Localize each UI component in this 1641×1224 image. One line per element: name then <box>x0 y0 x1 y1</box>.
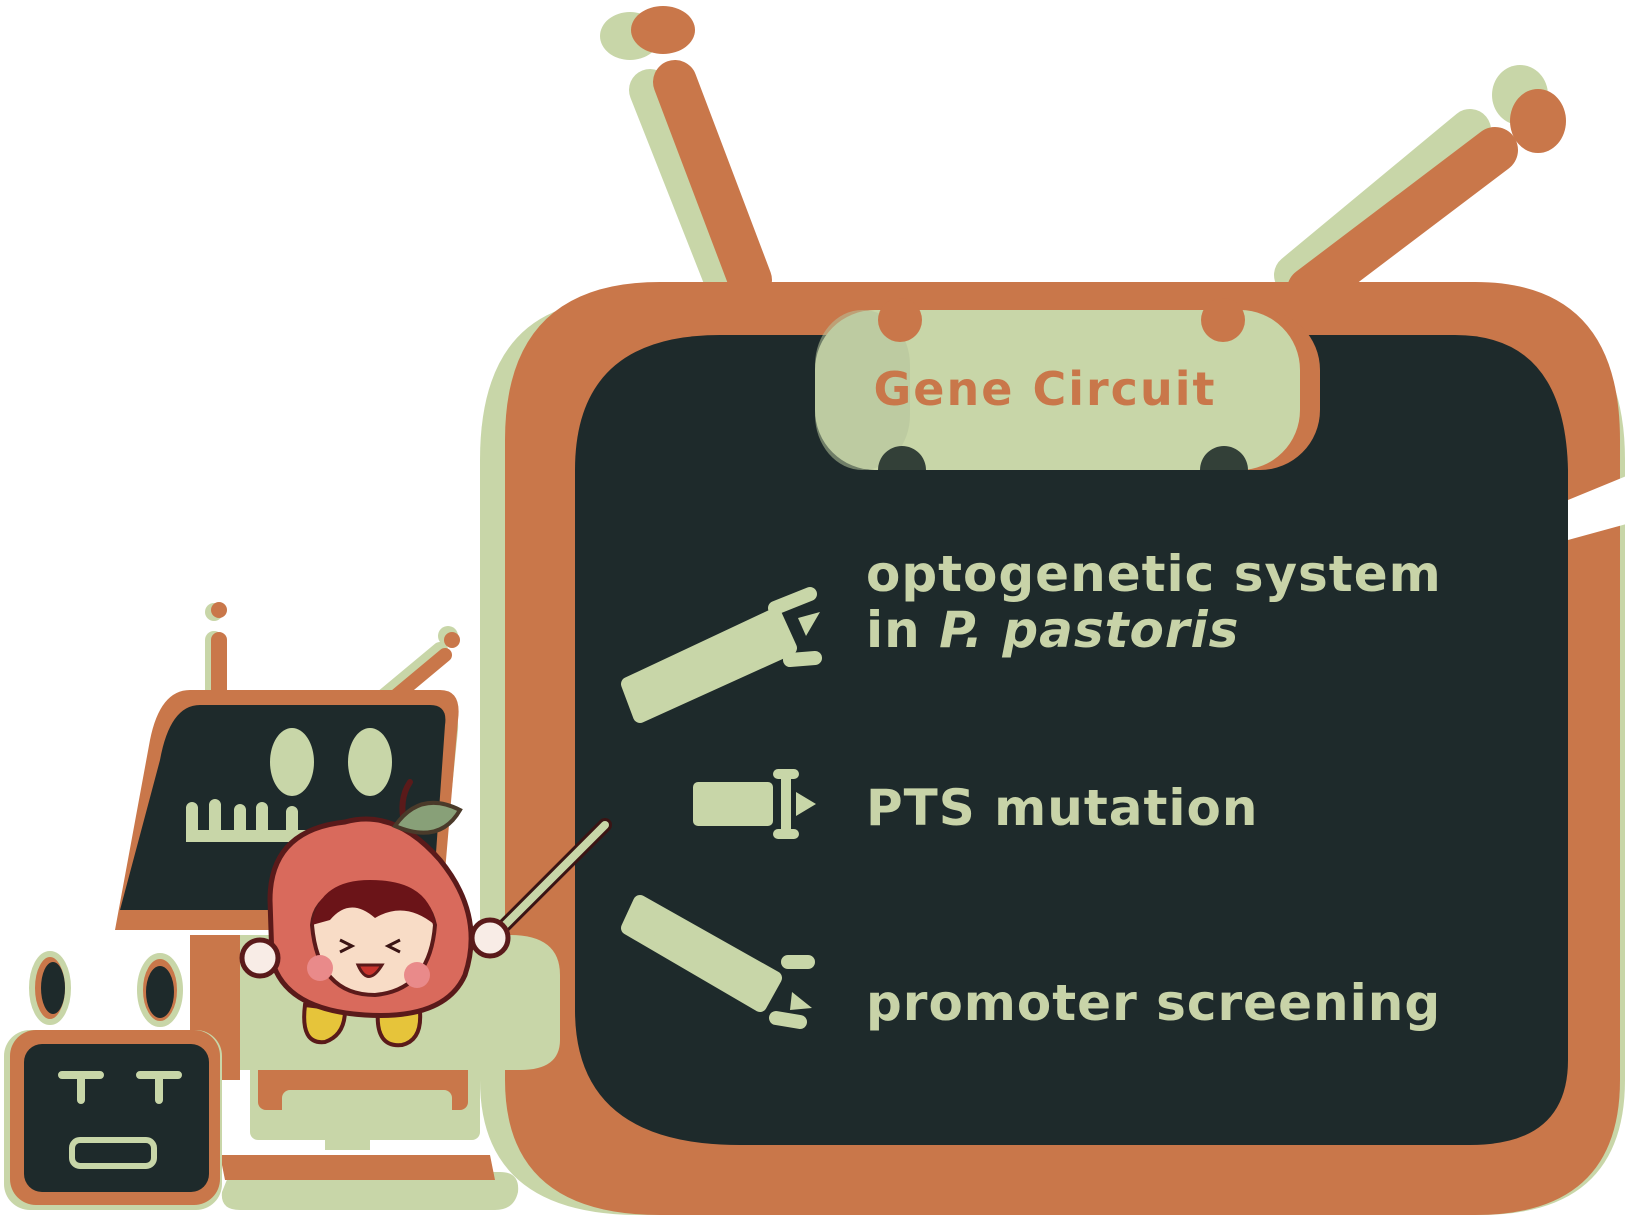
item-promoter-screening: promoter screening <box>866 974 1442 1032</box>
dna-segment-icon-2 <box>693 769 816 839</box>
title-plaque <box>815 298 1320 470</box>
antennas <box>631 6 1566 313</box>
dna-segment-icon-1 <box>621 587 822 723</box>
board-title: Gene Circuit <box>873 362 1217 416</box>
peach-mascot <box>239 779 612 1048</box>
small-robot-character <box>4 951 222 1210</box>
item-pts-mutation: PTS mutation <box>866 779 1259 837</box>
item-1-line-2-prefix: in <box>866 601 940 659</box>
item-1-line-2-species: P. pastoris <box>939 601 1240 659</box>
item-optogenetic-system: optogenetic system in P. pastoris <box>866 546 1442 658</box>
item-1-line-1: optogenetic system <box>866 545 1442 603</box>
board-screen <box>575 335 1568 1145</box>
dna-segment-icon-3 <box>621 895 815 1029</box>
